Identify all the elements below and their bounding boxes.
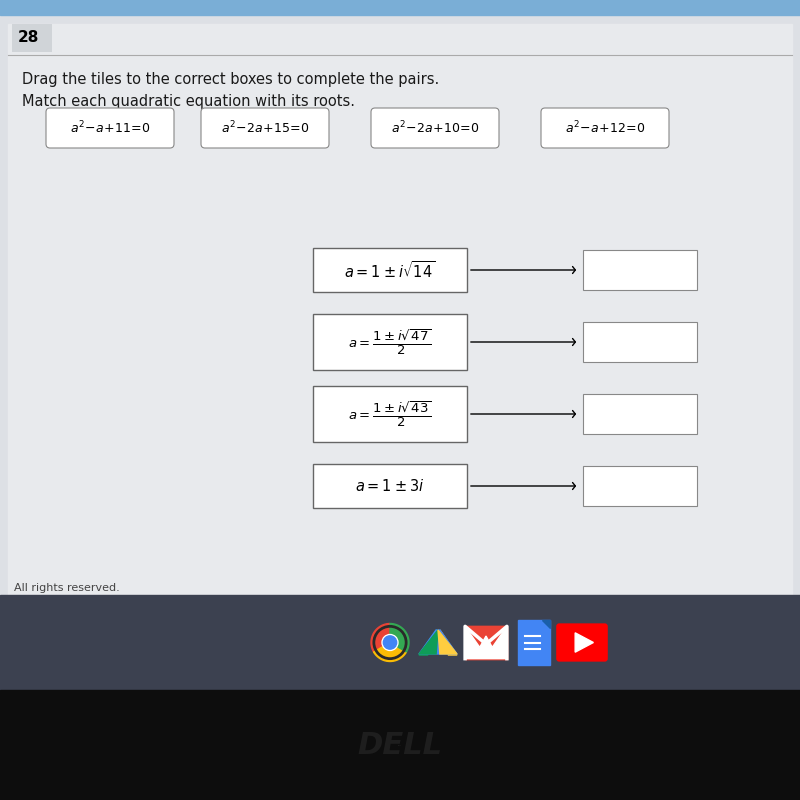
Circle shape (383, 636, 397, 649)
FancyBboxPatch shape (313, 248, 467, 292)
Bar (0, 15, 800, 605)
Polygon shape (438, 630, 457, 654)
FancyBboxPatch shape (583, 322, 697, 362)
Polygon shape (419, 630, 438, 654)
Polygon shape (440, 630, 457, 655)
FancyBboxPatch shape (46, 108, 174, 148)
Polygon shape (575, 633, 594, 652)
FancyBboxPatch shape (371, 108, 499, 148)
Polygon shape (465, 626, 507, 658)
Text: $a = 1\pm i\sqrt{14}$: $a = 1\pm i\sqrt{14}$ (344, 259, 436, 281)
FancyBboxPatch shape (583, 466, 697, 506)
Text: $a^2\!-\!a\!+\!12\!=\!0$: $a^2\!-\!a\!+\!12\!=\!0$ (565, 120, 646, 136)
Text: $a^2\!-\!2a\!+\!10\!=\!0$: $a^2\!-\!2a\!+\!10\!=\!0$ (390, 120, 479, 136)
Bar (0, 690, 800, 800)
Text: $a = \dfrac{1\pm i\sqrt{43}}{2}$: $a = \dfrac{1\pm i\sqrt{43}}{2}$ (348, 399, 432, 429)
Text: DØLL: DØLL (398, 745, 402, 746)
FancyBboxPatch shape (583, 250, 697, 290)
Text: DELL: DELL (358, 730, 442, 759)
Polygon shape (419, 630, 436, 655)
Polygon shape (465, 626, 507, 644)
Bar (0, 0, 800, 15)
Text: $a = \dfrac{1\pm i\sqrt{47}}{2}$: $a = \dfrac{1\pm i\sqrt{47}}{2}$ (348, 327, 432, 357)
FancyBboxPatch shape (313, 464, 467, 508)
Bar (518, 620, 550, 666)
Text: $a^2\!-\!a\!+\!11\!=\!0$: $a^2\!-\!a\!+\!11\!=\!0$ (70, 120, 150, 136)
Polygon shape (542, 620, 550, 628)
FancyBboxPatch shape (583, 394, 697, 434)
Text: Drag the tiles to the correct boxes to complete the pairs.: Drag the tiles to the correct boxes to c… (22, 72, 439, 87)
FancyBboxPatch shape (12, 24, 52, 52)
Bar (8, 24, 792, 602)
Polygon shape (374, 642, 406, 662)
Polygon shape (371, 623, 390, 652)
Bar (465, 626, 507, 658)
Text: 28: 28 (18, 30, 39, 46)
Text: $a = 1\pm 3i$: $a = 1\pm 3i$ (355, 478, 425, 494)
Text: $a^2\!-\!2a\!+\!15\!=\!0$: $a^2\!-\!2a\!+\!15\!=\!0$ (221, 120, 310, 136)
Text: Match each quadratic equation with its roots.: Match each quadratic equation with its r… (22, 94, 355, 109)
FancyBboxPatch shape (541, 108, 669, 148)
Text: All rights reserved.: All rights reserved. (14, 583, 120, 593)
Polygon shape (419, 630, 457, 654)
Circle shape (382, 634, 398, 650)
Bar (465, 626, 507, 658)
FancyBboxPatch shape (313, 314, 467, 370)
Bar (0, 595, 800, 690)
FancyBboxPatch shape (556, 623, 608, 662)
FancyBboxPatch shape (313, 386, 467, 442)
Polygon shape (390, 623, 409, 652)
FancyBboxPatch shape (201, 108, 329, 148)
